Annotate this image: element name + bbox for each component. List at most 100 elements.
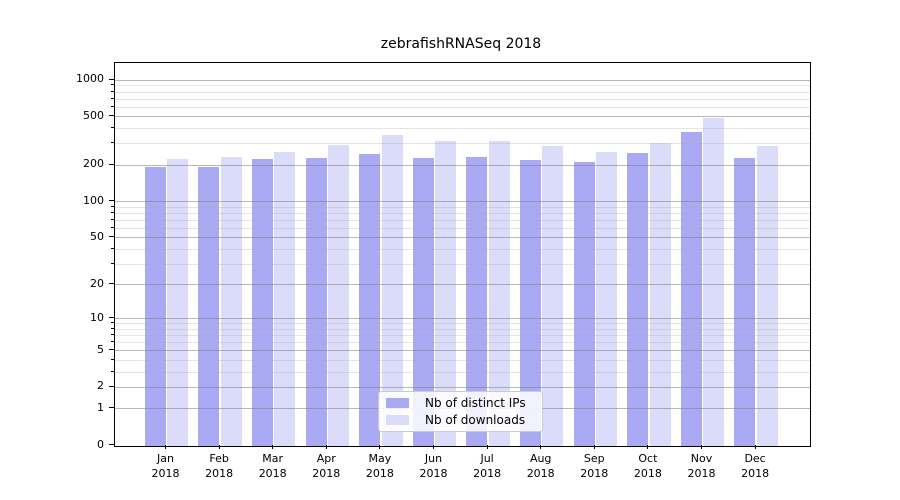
- y-axis-minor-tick: [110, 341, 114, 343]
- x-axis-tick: [486, 444, 488, 449]
- x-axis-tick-label: Apr 2018: [298, 451, 354, 481]
- x-axis-tick-label-line: 2018: [312, 467, 341, 480]
- y-axis-tick: [108, 283, 114, 285]
- y-axis-tick-label: 1: [97, 400, 104, 414]
- gridline-minor: [114, 143, 810, 145]
- y-axis-minor-tick: [110, 334, 114, 336]
- gridline-minor: [114, 323, 810, 325]
- x-axis-tick-label-line: 2018: [419, 467, 448, 480]
- x-axis-tick-label-line: 2018: [526, 467, 555, 480]
- plot-area: [113, 61, 811, 447]
- x-axis-tick-label-line: Sep: [583, 452, 605, 465]
- y-axis-tick: [108, 200, 114, 201]
- bar-downloads-mar: [274, 152, 296, 446]
- x-axis-tick: [379, 444, 381, 449]
- bar-downloads-jun: [435, 140, 457, 446]
- x-axis-tick: [593, 444, 595, 449]
- x-axis-tick: [754, 444, 756, 449]
- x-axis-tick-label-line: Jun: [424, 452, 443, 465]
- gridline-minor: [114, 106, 810, 108]
- gridline-minor: [114, 359, 810, 361]
- y-axis-minor-tick: [110, 370, 114, 372]
- x-axis-tick-label-line: 2018: [151, 467, 180, 480]
- y-axis-tick-label: 1000: [76, 72, 104, 86]
- bar-distinct-ips-apr: [305, 157, 327, 446]
- x-axis-tick-label-line: Feb: [209, 452, 229, 465]
- bar-distinct-ips-jul: [466, 156, 488, 446]
- gridline-major: [114, 116, 810, 118]
- x-axis-tick-label-line: Nov: [690, 452, 713, 465]
- gridline-minor: [114, 219, 810, 221]
- y-axis-minor-tick: [110, 142, 114, 144]
- bar-distinct-ips-jan: [144, 166, 166, 446]
- gridline-minor: [114, 91, 810, 93]
- legend-swatch-downloads-icon: [386, 415, 409, 426]
- y-axis-tick-label: 10: [90, 310, 104, 324]
- gridline-minor: [114, 342, 810, 344]
- x-axis-tick: [701, 444, 702, 449]
- x-axis-tick-label-line: Oct: [638, 452, 658, 465]
- legend-item-downloads: Nb of downloads: [379, 412, 542, 429]
- y-axis-tick: [108, 444, 114, 445]
- y-axis-tick-label: 5: [97, 342, 104, 356]
- bar-downloads-feb: [220, 157, 242, 446]
- gridline-major: [114, 386, 810, 388]
- legend-swatch-distinct-ips-icon: [386, 397, 409, 408]
- x-axis-tick-label-line: 2018: [258, 467, 287, 480]
- x-axis-tick-label: Sep 2018: [566, 451, 622, 481]
- x-axis-tick-label: Aug 2018: [513, 451, 569, 481]
- gridline-minor: [114, 335, 810, 337]
- legend: Nb of distinct IPs Nb of downloads: [378, 391, 543, 432]
- x-axis-tick-label-line: Dec: [744, 452, 766, 465]
- y-axis-tick: [108, 385, 114, 387]
- y-axis-tick-label: 100: [83, 193, 104, 207]
- gridline-minor: [114, 248, 810, 250]
- y-axis-minor-tick: [110, 127, 114, 129]
- x-axis-tick-label-line: Mar: [262, 452, 284, 465]
- y-axis-tick-label: 20: [90, 276, 104, 290]
- x-axis-tick-label-line: Apr: [316, 452, 336, 465]
- x-axis-tick: [272, 444, 274, 449]
- bar-downloads-apr: [328, 145, 350, 446]
- bar-distinct-ips-may: [359, 154, 381, 446]
- gridline-minor: [114, 371, 810, 373]
- y-axis-minor-tick: [110, 322, 114, 324]
- x-axis-tick: [218, 444, 220, 449]
- bar-downloads-nov: [703, 117, 725, 446]
- bar-distinct-ips-nov: [680, 131, 702, 446]
- y-axis-minor-tick: [110, 262, 114, 264]
- y-axis-tick: [108, 115, 114, 117]
- bar-downloads-dec: [756, 146, 778, 446]
- gridline-major: [114, 350, 810, 352]
- legend-label-downloads: Nb of downloads: [425, 413, 526, 428]
- y-axis-minor-tick: [110, 205, 114, 207]
- y-axis-minor-tick: [110, 211, 114, 213]
- gridline-minor: [114, 206, 810, 208]
- bar-downloads-oct: [649, 142, 671, 446]
- x-axis-tick: [647, 444, 649, 449]
- x-axis-tick-label: Jan 2018: [138, 451, 194, 481]
- y-axis-minor-tick: [110, 105, 114, 107]
- gridline-minor: [114, 227, 810, 229]
- y-axis-minor-tick: [110, 247, 114, 249]
- y-axis-minor-tick: [110, 327, 114, 329]
- x-axis-tick-label-line: 2018: [205, 467, 234, 480]
- x-axis-tick-label: Dec 2018: [727, 451, 783, 481]
- x-axis-tick: [325, 444, 327, 449]
- x-axis-tick-label: Feb 2018: [191, 451, 247, 481]
- gridline-major: [114, 284, 810, 286]
- bar-distinct-ips-oct: [627, 153, 649, 446]
- bar-downloads-aug: [542, 146, 564, 446]
- x-axis-tick-label-line: 2018: [473, 467, 502, 480]
- bar-downloads-sep: [596, 151, 618, 446]
- gridline-major: [114, 237, 810, 239]
- y-axis-tick: [108, 407, 114, 409]
- x-axis-tick-label-line: Jul: [480, 452, 494, 465]
- y-axis-minor-tick: [110, 226, 114, 228]
- gridline-minor: [114, 263, 810, 265]
- x-axis-tick-label-line: 2018: [580, 467, 609, 480]
- gridline-major: [114, 79, 810, 81]
- x-axis-tick-label-line: 2018: [365, 467, 394, 480]
- y-axis-tick-label: 50: [90, 229, 104, 243]
